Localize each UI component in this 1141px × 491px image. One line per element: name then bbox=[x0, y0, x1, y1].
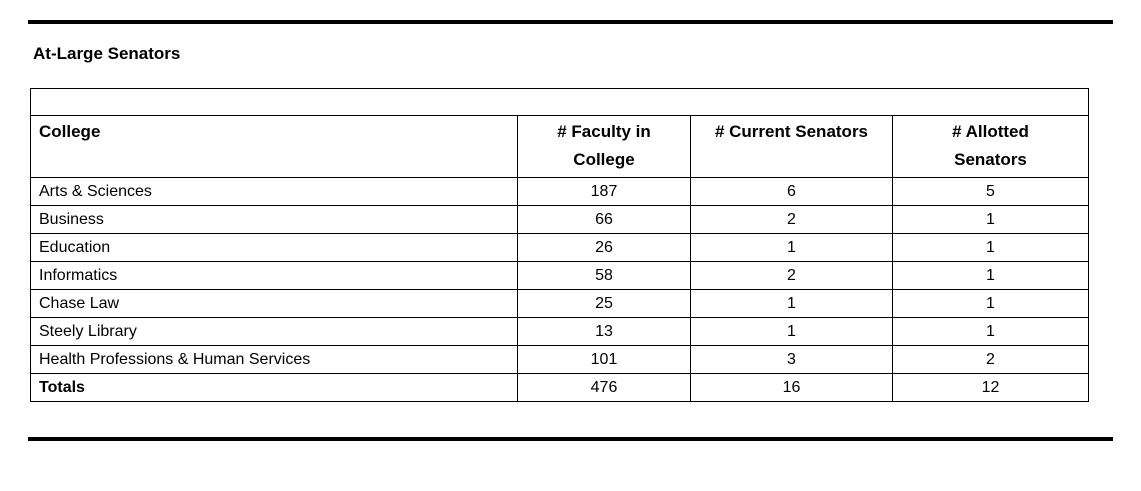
faculty-cell: 58 bbox=[517, 261, 691, 290]
totals-label-cell: Totals bbox=[30, 373, 518, 402]
faculty-cell: 26 bbox=[517, 233, 691, 262]
current-senators-cell: 1 bbox=[690, 233, 893, 262]
page-title: At-Large Senators bbox=[33, 44, 181, 63]
current-senators-cell: 1 bbox=[690, 289, 893, 318]
college-cell: Arts & Sciences bbox=[30, 177, 518, 206]
header-faculty-in-college: # Faculty in College bbox=[517, 115, 691, 178]
header-current-senators: # Current Senators bbox=[690, 115, 893, 178]
empty-spacer-row bbox=[30, 88, 1089, 116]
faculty-cell: 101 bbox=[517, 345, 691, 374]
current-senators-cell: 2 bbox=[690, 205, 893, 234]
table-row-education: Education 26 1 1 bbox=[30, 233, 1089, 262]
header-college: College bbox=[30, 115, 518, 178]
current-senators-cell: 1 bbox=[690, 317, 893, 346]
allotted-senators-cell: 1 bbox=[892, 261, 1089, 290]
table-row-chase-law: Chase Law 25 1 1 bbox=[30, 289, 1089, 318]
current-senators-cell: 2 bbox=[690, 261, 893, 290]
allotted-senators-cell: 5 bbox=[892, 177, 1089, 206]
totals-current-senators-cell: 16 bbox=[690, 373, 893, 402]
table-row-health-professions: Health Professions & Human Services 101 … bbox=[30, 345, 1089, 374]
totals-allotted-senators-cell: 12 bbox=[892, 373, 1089, 402]
allotted-senators-cell: 2 bbox=[892, 345, 1089, 374]
table-row-steely-library: Steely Library 13 1 1 bbox=[30, 317, 1089, 346]
college-cell: Informatics bbox=[30, 261, 518, 290]
table-row-business: Business 66 2 1 bbox=[30, 205, 1089, 234]
current-senators-cell: 3 bbox=[690, 345, 893, 374]
senators-table: College # Faculty in College # Current S… bbox=[30, 88, 1089, 402]
faculty-cell: 13 bbox=[517, 317, 691, 346]
college-cell: Chase Law bbox=[30, 289, 518, 318]
college-cell: Health Professions & Human Services bbox=[30, 345, 518, 374]
faculty-cell: 187 bbox=[517, 177, 691, 206]
faculty-cell: 66 bbox=[517, 205, 691, 234]
totals-faculty-cell: 476 bbox=[517, 373, 691, 402]
college-cell: Education bbox=[30, 233, 518, 262]
faculty-cell: 25 bbox=[517, 289, 691, 318]
table-header-row: College # Faculty in College # Current S… bbox=[30, 115, 1089, 178]
college-cell: Steely Library bbox=[30, 317, 518, 346]
college-cell: Business bbox=[30, 205, 518, 234]
current-senators-cell: 6 bbox=[690, 177, 893, 206]
allotted-senators-cell: 1 bbox=[892, 205, 1089, 234]
table-row-informatics: Informatics 58 2 1 bbox=[30, 261, 1089, 290]
header-allotted-senators: # Allotted Senators bbox=[892, 115, 1089, 178]
empty-spacer-cell bbox=[30, 88, 1089, 116]
table-row-arts-sciences: Arts & Sciences 187 6 5 bbox=[30, 177, 1089, 206]
table-row-totals: Totals 476 16 12 bbox=[30, 373, 1089, 402]
top-rule-divider bbox=[28, 20, 1113, 24]
allotted-senators-cell: 1 bbox=[892, 233, 1089, 262]
allotted-senators-cell: 1 bbox=[892, 317, 1089, 346]
allotted-senators-cell: 1 bbox=[892, 289, 1089, 318]
bottom-rule-divider bbox=[28, 437, 1113, 441]
